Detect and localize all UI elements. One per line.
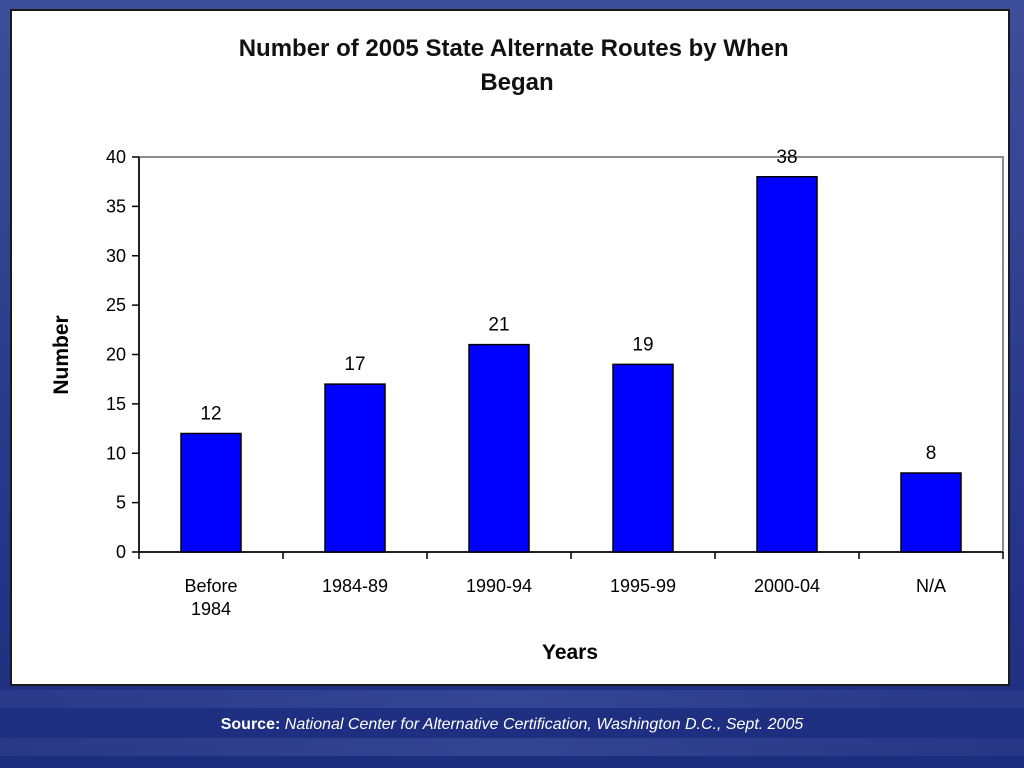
x-tick-label-line: 2000-04 <box>754 576 820 596</box>
bar <box>756 176 818 553</box>
y-tick-label: 30 <box>106 246 126 266</box>
y-tick-label: 15 <box>106 394 126 414</box>
x-tick-label-line: 1995-99 <box>610 576 676 596</box>
bar-value-label: 17 <box>344 354 365 375</box>
x-tick-label-line: 1984 <box>191 599 231 619</box>
chart-title: Number of 2005 State Alternate Routes by… <box>239 35 796 96</box>
source-label: Source: <box>220 716 281 733</box>
x-tick-label-line: 1984-89 <box>322 576 388 596</box>
slide-panel: Number of 2005 State Alternate Routes by… <box>10 9 1010 686</box>
bar-value-label: 19 <box>632 334 653 355</box>
chart-title-line-1: Number of 2005 State Alternate Routes by… <box>239 35 789 62</box>
bar <box>612 363 674 553</box>
y-tick-label: 10 <box>106 443 126 463</box>
x-tick-label: 1995-99 <box>610 576 676 596</box>
x-tick-label: N/A <box>916 576 946 596</box>
x-tick-label: 1984-89 <box>322 576 388 596</box>
x-tick-label: Before 1984 <box>184 576 237 619</box>
x-axis-title: Years <box>542 641 598 664</box>
source-note: Source: National Center for Alternative … <box>0 716 1024 734</box>
plot-area <box>138 156 1004 553</box>
y-tick-label: 20 <box>106 345 126 365</box>
bar <box>468 343 530 553</box>
y-tick-label: 0 <box>116 542 126 562</box>
y-tick-label: 5 <box>116 493 126 513</box>
chart-title-line-2: Began <box>480 69 553 96</box>
x-tick-label-line: 1990-94 <box>466 576 532 596</box>
y-axis-title: Number <box>50 315 73 394</box>
bar-chart: Number of 2005 State Alternate Routes by… <box>50 35 1004 664</box>
bar <box>180 432 242 553</box>
bar <box>900 472 962 553</box>
y-tick-label: 25 <box>106 295 126 315</box>
bar-value-label: 21 <box>488 315 509 336</box>
bar-value-label: 8 <box>926 443 937 464</box>
x-tick-label-line: N/A <box>916 576 946 596</box>
y-tick-label: 40 <box>106 147 126 167</box>
source-text: National Center for Alternative Certific… <box>284 716 804 733</box>
bar <box>324 383 386 553</box>
x-tick-label: 2000-04 <box>754 576 820 596</box>
y-tick-label: 35 <box>106 196 126 216</box>
bar-value-label: 38 <box>776 147 797 168</box>
x-tick-label: 1990-94 <box>466 576 532 596</box>
bar-value-label: 12 <box>200 404 221 425</box>
x-tick-label-line: Before <box>184 576 237 596</box>
